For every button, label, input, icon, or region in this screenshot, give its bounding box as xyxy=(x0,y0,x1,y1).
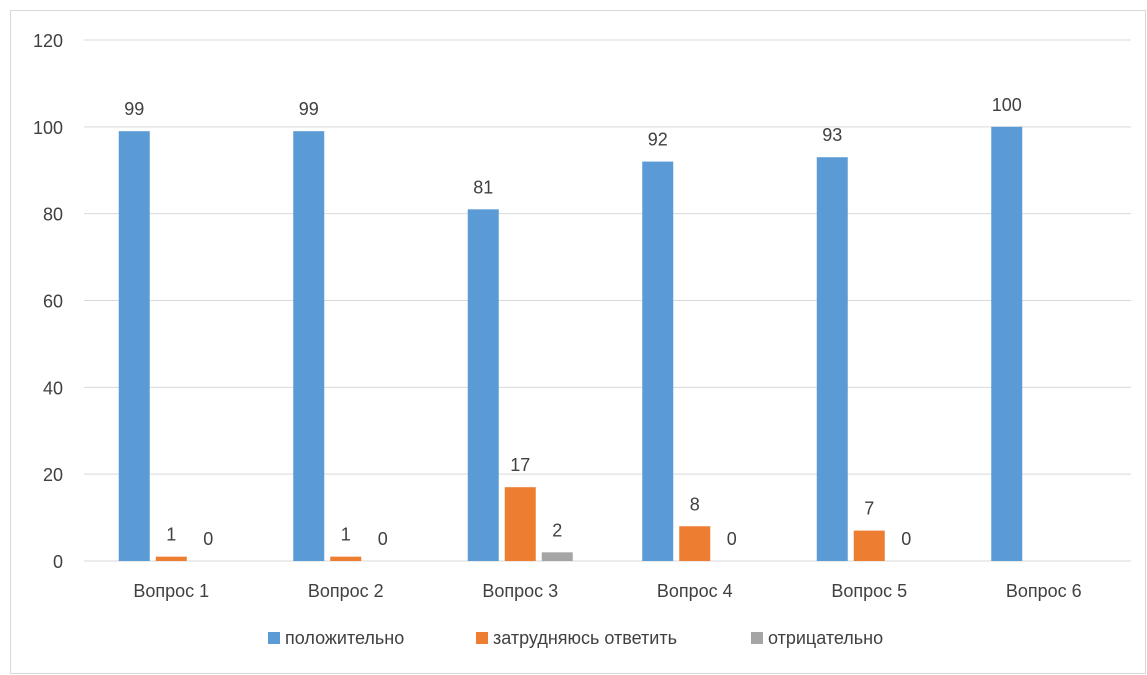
data-label: 0 xyxy=(901,529,911,549)
legend-swatch xyxy=(268,632,280,644)
gridlines xyxy=(84,39,1131,562)
y-tick-label: 100 xyxy=(33,118,63,138)
bar xyxy=(642,161,674,562)
x-axis-ticks: Вопрос 1 Вопрос 2 Вопрос 3 Вопрос 4 Вопрос 5… xyxy=(133,581,1081,601)
data-label: 0 xyxy=(378,529,388,549)
legend-label: затрудняюсь ответить xyxy=(493,628,677,648)
y-tick-label: 60 xyxy=(43,292,63,312)
bar xyxy=(330,556,362,561)
chart-frame xyxy=(10,10,1146,674)
data-label: 93 xyxy=(822,125,842,145)
data-label: 17 xyxy=(510,455,530,475)
data-label: 8 xyxy=(690,494,700,514)
data-label: 99 xyxy=(299,99,319,119)
data-label: 1 xyxy=(166,525,176,545)
data-label: 0 xyxy=(727,529,737,549)
data-label: 7 xyxy=(864,499,874,519)
legend-swatch xyxy=(751,632,763,644)
bar xyxy=(853,530,885,561)
bar xyxy=(293,131,325,562)
bar xyxy=(467,209,499,561)
legend-swatch xyxy=(476,632,488,644)
data-label: 1 xyxy=(341,525,351,545)
y-tick-label: 80 xyxy=(43,205,63,225)
x-tick-label: Вопрос 4 xyxy=(657,581,733,601)
y-tick-label: 120 xyxy=(33,31,63,51)
data-label: 0 xyxy=(203,529,213,549)
data-label: 92 xyxy=(648,130,668,150)
bar xyxy=(541,552,573,561)
data-label: 100 xyxy=(992,95,1022,115)
x-tick-label: Вопрос 3 xyxy=(482,581,558,601)
bar xyxy=(991,126,1023,561)
data-label: 81 xyxy=(473,177,493,197)
data-label: 99 xyxy=(124,99,144,119)
x-tick-label: Вопрос 1 xyxy=(133,581,209,601)
bar xyxy=(816,157,848,561)
legend-label: положительно xyxy=(285,628,404,648)
legend-label: отрицательно xyxy=(768,628,883,648)
y-axis-ticks: 0 20 40 60 80 100 120 xyxy=(33,31,63,572)
x-tick-label: Вопрос 6 xyxy=(1006,581,1082,601)
bar xyxy=(504,487,536,561)
bars xyxy=(118,126,1023,562)
data-label: 2 xyxy=(552,520,562,540)
y-tick-label: 40 xyxy=(43,378,63,398)
y-tick-label: 20 xyxy=(43,465,63,485)
x-tick-label: Вопрос 5 xyxy=(831,581,907,601)
data-labels: 99 1 0 99 1 0 81 17 2 92 8 0 93 7 0 100 xyxy=(124,95,1022,549)
bar xyxy=(118,131,150,562)
legend: положительно затрудняюсь ответить отрицате… xyxy=(268,628,883,648)
x-tick-label: Вопрос 2 xyxy=(308,581,384,601)
bar xyxy=(679,526,711,561)
y-tick-label: 0 xyxy=(53,552,63,572)
bar xyxy=(155,556,187,561)
